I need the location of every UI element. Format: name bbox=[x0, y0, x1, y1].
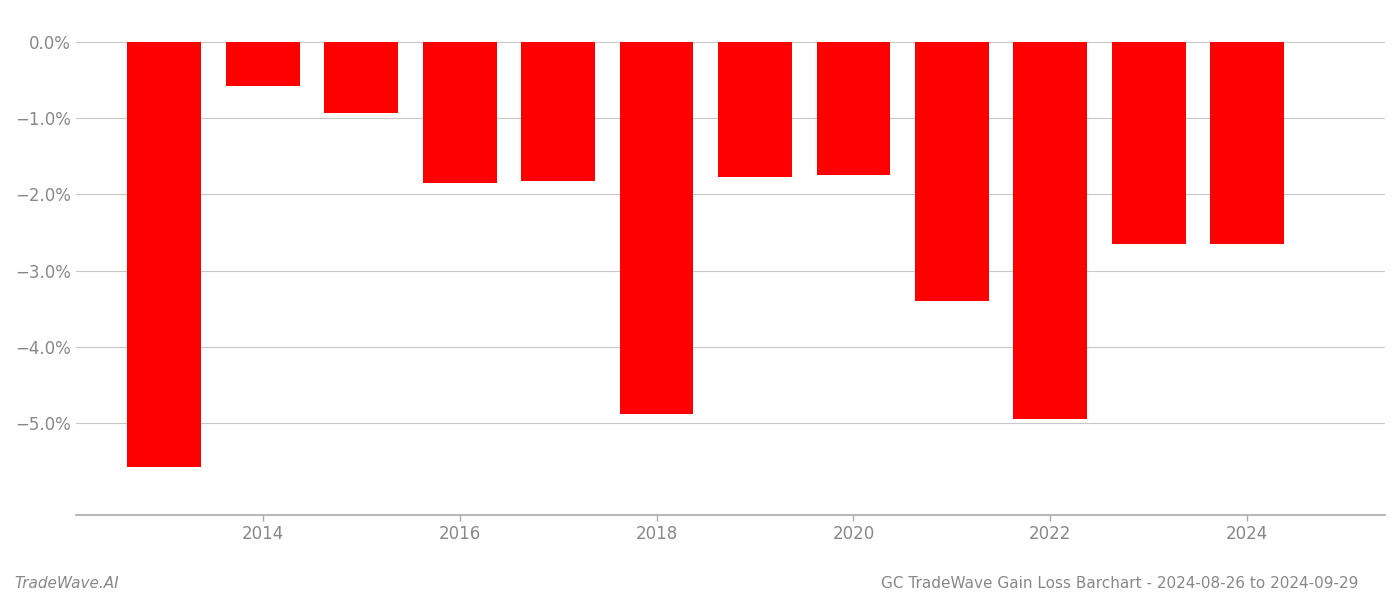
Bar bbox=[620, 41, 693, 414]
Bar bbox=[1210, 41, 1284, 244]
Bar bbox=[127, 41, 202, 467]
Bar bbox=[325, 41, 398, 113]
Text: GC TradeWave Gain Loss Barchart - 2024-08-26 to 2024-09-29: GC TradeWave Gain Loss Barchart - 2024-0… bbox=[881, 576, 1358, 591]
Bar bbox=[816, 41, 890, 175]
Bar bbox=[1014, 41, 1088, 419]
Bar bbox=[225, 41, 300, 86]
Bar bbox=[423, 41, 497, 183]
Text: TradeWave.AI: TradeWave.AI bbox=[14, 576, 119, 591]
Bar bbox=[718, 41, 792, 178]
Bar bbox=[521, 41, 595, 181]
Bar bbox=[916, 41, 988, 301]
Bar bbox=[1112, 41, 1186, 244]
